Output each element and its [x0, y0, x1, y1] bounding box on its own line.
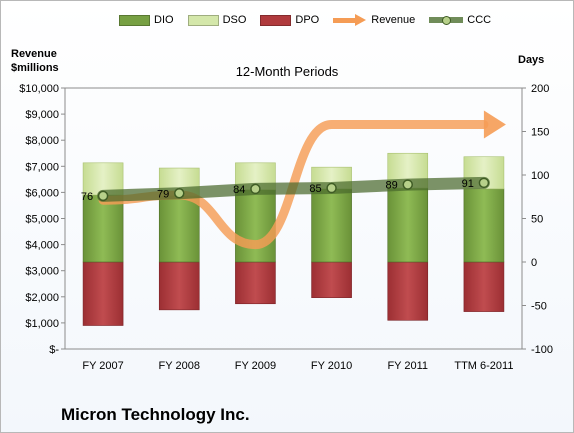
legend-swatch — [119, 14, 150, 26]
dpo-bar — [311, 261, 352, 298]
legend-label: DPO — [295, 14, 320, 26]
left-axis-tick-label: $9,000 — [25, 109, 59, 121]
right-axis-tick-label: 100 — [531, 170, 549, 182]
dpo-bar — [235, 261, 276, 305]
legend-swatch — [187, 14, 219, 26]
legend-item-dpo: DPO — [260, 14, 319, 26]
dio-bar — [311, 188, 352, 263]
ccc-data-label: 76 — [81, 191, 93, 203]
right-axis-tick-label: -100 — [531, 344, 553, 356]
ccc-marker — [174, 188, 185, 199]
ccc-marker — [478, 177, 490, 189]
left-axis-title: Revenue $millions — [11, 47, 59, 75]
dio-bar — [82, 194, 124, 263]
left-axis-tick-label: $10,000 — [19, 83, 59, 95]
chart-subtitle: 12-Month Periods — [235, 64, 339, 79]
legend-label: CCC — [467, 14, 492, 26]
right-axis-tick-label: 0 — [531, 257, 537, 269]
x-axis-tick-label: FY 2007 — [82, 360, 123, 372]
x-axis-tick-label: FY 2008 — [159, 360, 200, 372]
ccc-data-label: 79 — [157, 188, 169, 200]
x-axis-tick-label: TTM 6-2011 — [454, 360, 513, 372]
dpo-bar — [463, 261, 505, 312]
legend: DIO DSO DPO Revenue CCC — [119, 13, 505, 26]
ccc-marker — [97, 190, 109, 202]
ccc-line — [97, 176, 490, 202]
left-axis-tick-label: $6,000 — [25, 187, 59, 199]
left-axis-tick-label: $5,000 — [25, 214, 59, 226]
left-axis-tick-label: $2,000 — [25, 292, 59, 304]
left-axis-tick-label: $7,000 — [25, 161, 59, 173]
legend-item-dso: DSO — [187, 14, 247, 26]
ccc-data-label: 89 — [386, 180, 398, 192]
right-axis-title: Days — [518, 54, 545, 66]
legend-item-ccc: CCC — [429, 14, 491, 26]
dpo-bar — [82, 261, 124, 326]
left-axis-title-line1: Revenue — [11, 48, 57, 60]
dio-bar — [235, 189, 276, 263]
dio-bar — [158, 195, 200, 263]
ccc-marker — [250, 183, 261, 195]
right-axis-tick-label: 200 — [531, 83, 549, 95]
legend-label: DSO — [222, 14, 247, 26]
left-axis-tick-label: $- — [49, 344, 59, 356]
left-axis-tick-label: $8,000 — [25, 135, 59, 147]
dpo-bar — [387, 261, 429, 321]
left-axis-title-line2: $millions — [11, 62, 59, 74]
right-axis-tick-label: 50 — [531, 214, 543, 226]
x-axis-tick-label: FY 2010 — [311, 360, 352, 372]
company-title: Micron Technology Inc. — [61, 405, 250, 424]
right-axis-tick-label: -50 — [531, 301, 547, 313]
dio-bar — [387, 187, 429, 263]
legend-item-dio: DIO — [119, 14, 174, 26]
dpo-bar — [158, 261, 200, 311]
ccc-data-label: 91 — [462, 178, 474, 190]
legend-swatch — [260, 14, 292, 26]
legend-swatch — [429, 15, 464, 25]
dio-bar — [463, 188, 505, 263]
ccc-marker — [402, 179, 413, 190]
right-axis-tick-label: 150 — [531, 127, 549, 139]
legend-label: Revenue — [371, 14, 416, 26]
ccc-data-label: 84 — [233, 184, 245, 196]
left-axis-tick-label: $1,000 — [25, 318, 59, 330]
left-axis-tick-label: $4,000 — [25, 240, 59, 252]
left-axis-tick-label: $3,000 — [25, 266, 59, 278]
x-axis-tick-label: FY 2011 — [387, 360, 428, 372]
revenue-arrowhead — [483, 110, 506, 139]
ccc-marker — [326, 182, 337, 194]
legend-swatch — [333, 13, 367, 26]
legend-label: DIO — [154, 14, 174, 26]
x-axis-tick-label: FY 2009 — [235, 360, 276, 372]
ccc-data-label: 85 — [309, 183, 321, 195]
legend-item-revenue: Revenue — [333, 13, 416, 26]
